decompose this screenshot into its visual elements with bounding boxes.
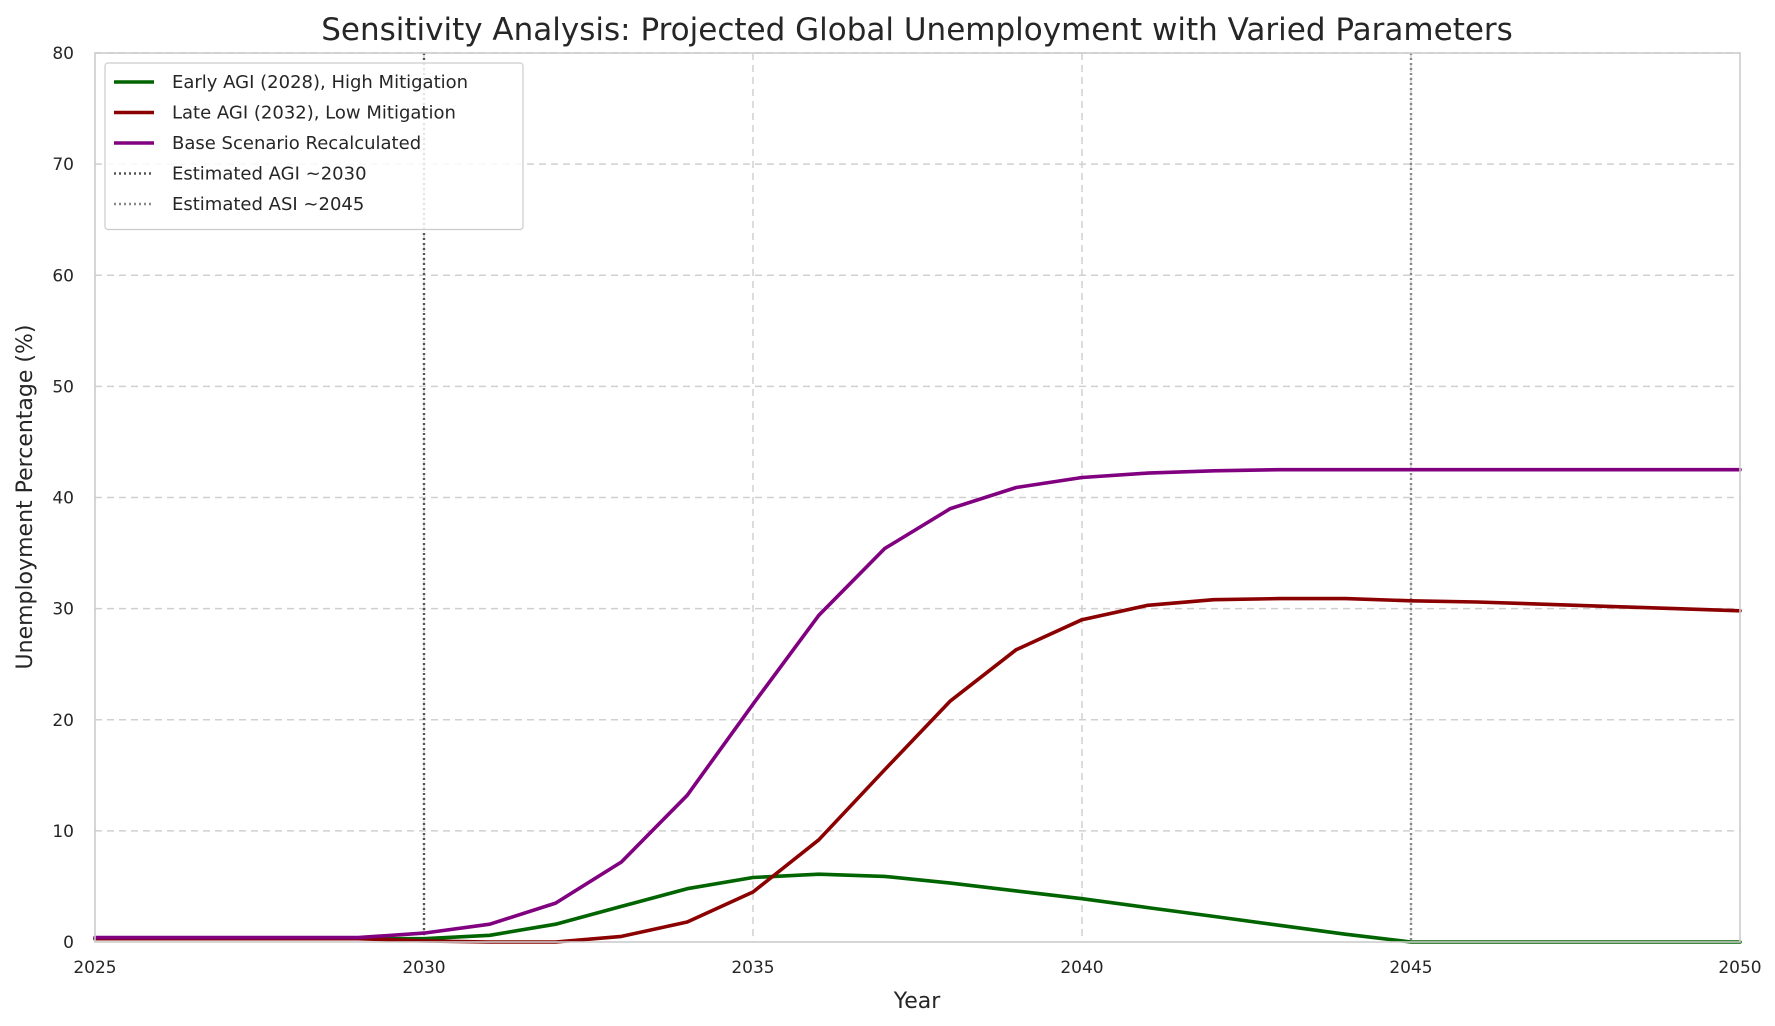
x-tick-label: 2050 <box>1718 958 1761 978</box>
series-line <box>93 872 1742 944</box>
y-tick-label: 40 <box>52 489 74 509</box>
x-tick-label: 2030 <box>402 958 445 978</box>
y-tick-label: 70 <box>52 155 74 175</box>
legend: Early AGI (2028), High Mitigation Late AG… <box>104 62 524 231</box>
x-axis-title: Year <box>893 989 942 1014</box>
legend-label: Early AGI (2028), High Mitigation <box>172 72 468 93</box>
series-line <box>93 467 1742 940</box>
y-tick-label: 10 <box>52 822 74 842</box>
y-tick-label: 80 <box>52 44 74 64</box>
legend-box <box>104 62 524 231</box>
y-axis-title: Unemployment Percentage (%) <box>13 325 38 670</box>
x-tick-label: 2025 <box>73 958 116 978</box>
series-lines <box>93 467 1742 944</box>
y-tick-label: 30 <box>52 600 74 620</box>
plot-area-frame <box>94 52 1741 943</box>
legend-label: Base Scenario Recalculated <box>172 133 421 154</box>
legend-label: Estimated AGI ~2030 <box>172 164 367 185</box>
y-tick-label: 0 <box>63 933 74 953</box>
legend-label: Late AGI (2032), Low Mitigation <box>172 103 456 124</box>
legend-label: Estimated ASI ~2045 <box>172 194 364 215</box>
y-tick-label: 60 <box>52 266 74 286</box>
series-line <box>93 596 1742 944</box>
reference-lines <box>422 53 1413 942</box>
y-tick-label: 20 <box>52 711 74 731</box>
x-tick-label: 2035 <box>731 958 774 978</box>
x-tick-label: 2040 <box>1060 958 1103 978</box>
y-tick-label: 50 <box>52 377 74 397</box>
x-tick-label: 2045 <box>1389 958 1432 978</box>
chart-title: Sensitivity Analysis: Projected Global U… <box>321 12 1513 48</box>
